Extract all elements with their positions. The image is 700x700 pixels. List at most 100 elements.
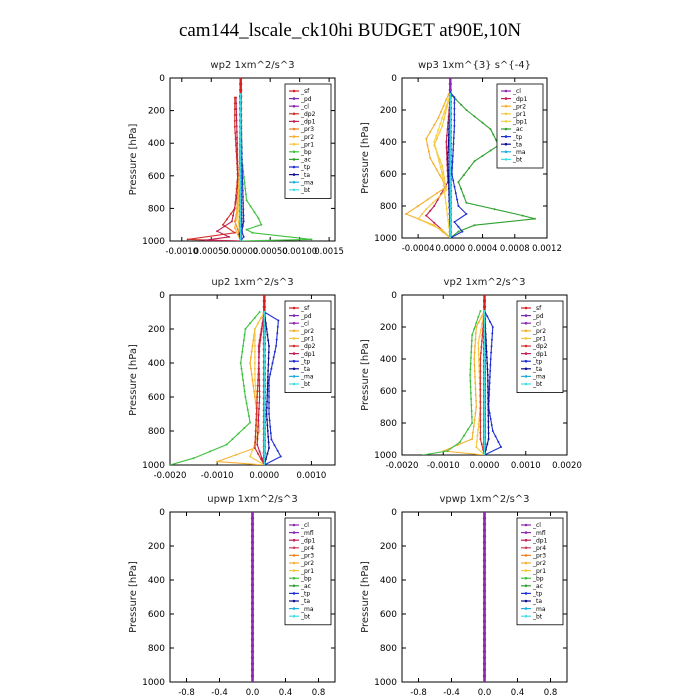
- x-tick-label: 0.0020: [552, 461, 582, 471]
- series-marker-cl: [250, 668, 255, 672]
- series-marker-sf: [262, 305, 266, 309]
- series-marker-ac: [473, 115, 476, 118]
- legend-marker: [524, 599, 528, 603]
- x-tick-label: 0.0010: [511, 461, 541, 471]
- series-marker-bt: [263, 328, 266, 331]
- series-marker-bt: [449, 213, 452, 215]
- series-marker-pr1: [475, 446, 478, 448]
- series-marker-bt: [483, 382, 486, 384]
- legend-label: _bt: [300, 187, 311, 194]
- series-marker-dp1: [257, 356, 260, 359]
- legend-box: [284, 300, 332, 393]
- panel-title: wp3 1xm^{3} s^{-4}: [418, 60, 531, 71]
- series-marker-dp2: [479, 407, 482, 410]
- y-tick-label: 200: [148, 107, 165, 117]
- legend-label: _tp: [512, 134, 522, 141]
- legend-label: _pr1: [300, 336, 314, 343]
- series-marker-ta: [267, 357, 270, 360]
- series-marker-pr2: [435, 192, 438, 195]
- series-marker-cl: [482, 559, 487, 563]
- legend-label: _pr1: [532, 568, 546, 575]
- series-marker-ta: [486, 385, 489, 388]
- series-marker-cl: [482, 656, 487, 660]
- series-marker-dp2: [479, 425, 482, 428]
- series-marker-bp1: [438, 160, 441, 163]
- series-marker-tp: [497, 440, 500, 443]
- series-marker-bp1: [445, 207, 448, 210]
- legend-label: _pr1: [300, 141, 314, 148]
- series-marker-bp: [469, 368, 472, 371]
- series-marker-bp: [240, 356, 243, 359]
- legend-marker: [292, 337, 296, 340]
- series-marker-dp1: [235, 125, 238, 128]
- series-marker-ta: [266, 430, 269, 432]
- series-marker-tp: [457, 225, 460, 228]
- series-marker-pr2: [250, 350, 253, 353]
- legend-label: _pr3: [300, 553, 314, 560]
- series-marker-pr1: [441, 125, 444, 127]
- series-marker-pr1: [442, 118, 445, 121]
- series-marker-cl: [482, 589, 487, 593]
- series-marker-dp2: [479, 352, 482, 354]
- series-marker-pr2: [427, 150, 430, 153]
- series-marker-ta: [485, 344, 488, 347]
- series-marker-bt: [483, 328, 486, 330]
- legend-label: _cl: [300, 103, 309, 110]
- legend-marker: [504, 135, 508, 138]
- series-marker-cl: [482, 540, 487, 545]
- series-marker-pr1: [443, 177, 446, 179]
- series-marker-cl: [482, 571, 487, 575]
- series-line-bp: [170, 311, 261, 465]
- series-marker-pr2: [474, 394, 477, 396]
- series-marker-bp: [245, 199, 248, 202]
- series-marker-bt: [483, 316, 486, 318]
- series-marker-tp: [491, 332, 494, 335]
- series-marker-tp: [451, 167, 454, 169]
- legend-marker: [292, 554, 296, 557]
- legend-marker: [524, 314, 528, 317]
- legend-label: _bp: [532, 575, 544, 582]
- series-marker-dp2: [233, 108, 236, 111]
- legend-label: _tp: [300, 591, 310, 598]
- x-tick-label: 0.4: [511, 688, 525, 698]
- legend-marker: [524, 367, 528, 371]
- y-tick-label: 600: [380, 170, 397, 180]
- series-marker-tp: [452, 179, 455, 182]
- series-marker-dp1: [445, 146, 448, 149]
- series-marker-pr1: [253, 328, 256, 330]
- series-marker-tp: [457, 205, 460, 207]
- x-tick-label: -0.0010: [427, 461, 460, 471]
- series-marker-cl: [482, 583, 487, 587]
- y-tick-label: 600: [380, 610, 397, 620]
- chart-panel-3: up2 1xm^2/s^3 Pressure [hPa] 0 200 400 600 800…: [128, 277, 336, 481]
- x-tick-label: 0.00050: [253, 247, 288, 257]
- series-marker-ta: [266, 452, 269, 455]
- series-marker-pr2: [216, 460, 219, 463]
- series-marker-bp1: [446, 213, 449, 216]
- series-marker-tp: [242, 214, 245, 217]
- series-marker-tp: [491, 326, 494, 328]
- legend-marker: [524, 329, 528, 333]
- legend-label: _cl: [512, 88, 521, 95]
- series-marker-tp: [494, 435, 497, 438]
- series-marker-dp1: [258, 450, 261, 453]
- series-marker-bp: [225, 443, 228, 446]
- legend-marker: [524, 607, 528, 610]
- series-marker-ta: [485, 339, 487, 342]
- series-marker-pr1: [477, 428, 479, 431]
- series-marker-dp1: [433, 221, 436, 224]
- series-marker-cl: [482, 613, 487, 617]
- series-marker-dp1: [216, 230, 219, 233]
- legend-marker: [504, 142, 508, 146]
- series-marker-bt: [239, 99, 242, 102]
- legend-label: _pr3: [300, 126, 314, 133]
- legend-marker: [504, 97, 508, 100]
- series-marker-dp2: [255, 407, 258, 410]
- series-marker-cl: [482, 619, 487, 623]
- series-line-ta: [483, 310, 490, 455]
- y-tick-label: 600: [148, 610, 165, 620]
- series-marker-cl: [250, 534, 255, 538]
- series-marker-bt: [483, 358, 486, 360]
- x-tick-label: 0.0015: [314, 247, 344, 257]
- series-marker-pr1: [444, 183, 447, 185]
